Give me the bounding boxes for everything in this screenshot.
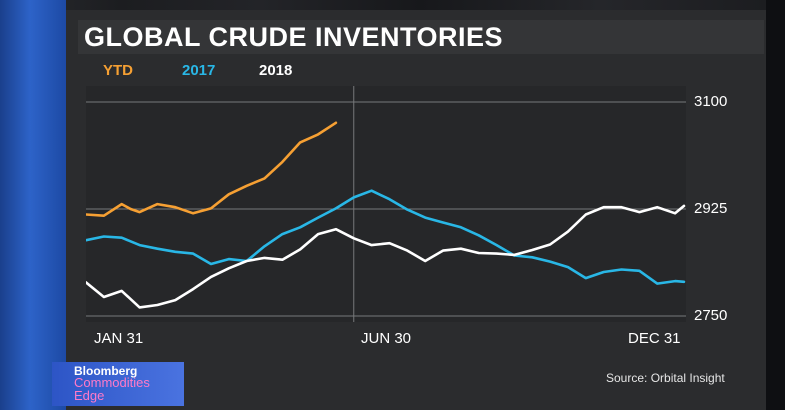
legend-entry-2018: 2018 <box>259 62 293 79</box>
line-chart <box>86 86 686 322</box>
x-tick-label: JUN 30 <box>361 330 412 347</box>
legend-entry-2017: 2017 <box>182 62 216 79</box>
title-box <box>78 20 764 54</box>
series-line-2017 <box>86 189 686 285</box>
source-note: Source: Orbital Insight <box>606 371 725 385</box>
x-tick-label: JAN 31 <box>94 330 144 347</box>
bloomberg-logo <box>52 362 184 406</box>
plot-background <box>86 86 686 322</box>
logo-text-commodities-edge: Commodities Edge <box>74 375 150 403</box>
left-blue-bar <box>0 0 66 410</box>
y-tick-label: 3100 <box>694 93 728 110</box>
series-lines <box>86 121 686 309</box>
right-edge <box>766 0 785 410</box>
x-tick-label: DEC 31 <box>628 330 681 347</box>
series-line-ytd <box>86 121 338 217</box>
y-tick-label: 2925 <box>694 200 728 217</box>
series-line-2018 <box>86 204 686 309</box>
grid <box>86 86 686 322</box>
y-tick-label: 2750 <box>694 307 728 324</box>
legend-entry-ytd: YTD <box>103 62 133 79</box>
logo-text-bloomberg: Bloomberg <box>74 364 138 378</box>
chart-title: GLOBAL CRUDE INVENTORIES <box>84 22 504 52</box>
